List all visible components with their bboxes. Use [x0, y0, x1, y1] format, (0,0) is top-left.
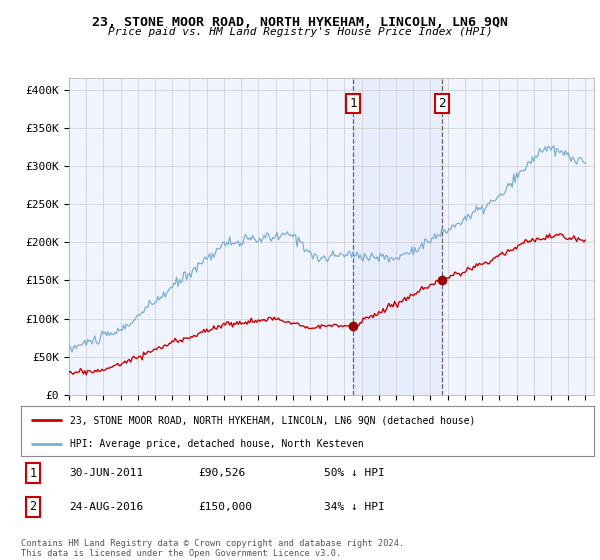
Text: 24-AUG-2016: 24-AUG-2016: [69, 502, 143, 512]
Text: 1: 1: [349, 97, 357, 110]
Text: 1: 1: [29, 466, 37, 480]
Text: 34% ↓ HPI: 34% ↓ HPI: [324, 502, 385, 512]
Bar: [353, 78, 442, 395]
Text: Price paid vs. HM Land Registry's House Price Index (HPI): Price paid vs. HM Land Registry's House …: [107, 27, 493, 37]
Text: £150,000: £150,000: [198, 502, 252, 512]
Text: 23, STONE MOOR ROAD, NORTH HYKEHAM, LINCOLN, LN6 9QN (detached house): 23, STONE MOOR ROAD, NORTH HYKEHAM, LINC…: [70, 415, 475, 425]
Text: HPI: Average price, detached house, North Kesteven: HPI: Average price, detached house, Nort…: [70, 439, 364, 449]
Text: 30-JUN-2011: 30-JUN-2011: [69, 468, 143, 478]
Text: 2: 2: [29, 500, 37, 514]
Text: 23, STONE MOOR ROAD, NORTH HYKEHAM, LINCOLN, LN6 9QN: 23, STONE MOOR ROAD, NORTH HYKEHAM, LINC…: [92, 16, 508, 29]
Text: Contains HM Land Registry data © Crown copyright and database right 2024.
This d: Contains HM Land Registry data © Crown c…: [21, 539, 404, 558]
Text: £90,526: £90,526: [198, 468, 245, 478]
Text: 2: 2: [438, 97, 445, 110]
Text: 50% ↓ HPI: 50% ↓ HPI: [324, 468, 385, 478]
